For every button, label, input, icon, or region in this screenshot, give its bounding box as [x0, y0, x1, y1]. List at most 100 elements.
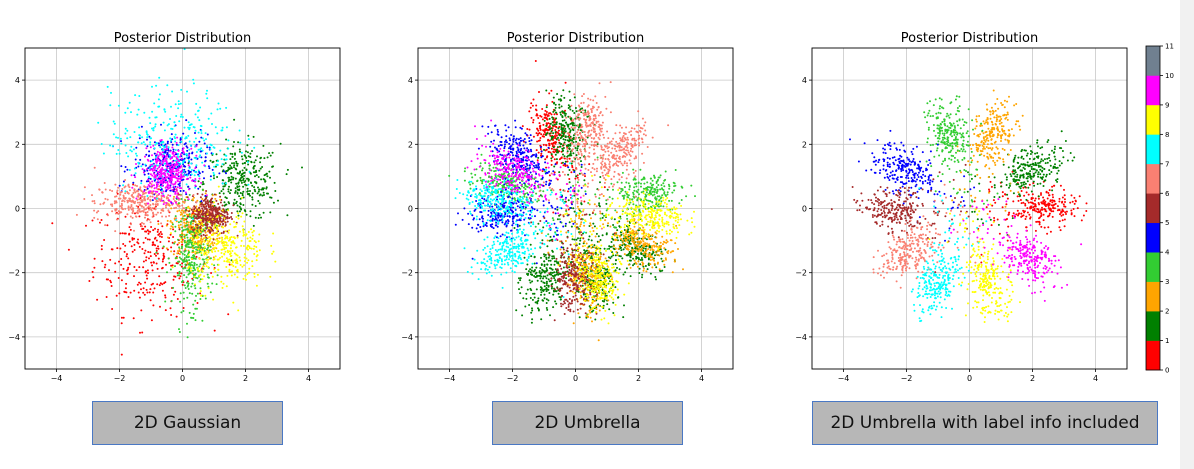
data-point	[202, 267, 205, 270]
data-point	[233, 273, 236, 276]
data-point	[154, 227, 156, 230]
data-point	[150, 226, 153, 228]
data-point	[592, 222, 595, 225]
data-point	[180, 157, 183, 160]
data-point	[549, 235, 552, 238]
data-point	[221, 129, 224, 132]
data-point	[179, 138, 182, 141]
data-point	[245, 278, 247, 281]
data-point	[131, 207, 134, 210]
data-point	[222, 219, 225, 222]
data-point	[227, 180, 230, 183]
data-point	[194, 221, 197, 223]
data-point	[167, 209, 170, 212]
data-point	[553, 260, 556, 263]
data-point	[152, 229, 155, 232]
data-point	[166, 236, 169, 239]
data-point	[178, 331, 181, 333]
data-point	[214, 165, 217, 168]
data-point	[136, 185, 138, 187]
data-point	[647, 258, 650, 261]
data-point	[651, 245, 654, 247]
data-point	[191, 246, 194, 249]
data-point	[196, 116, 199, 119]
data-point	[155, 239, 158, 242]
data-point	[226, 217, 229, 220]
data-point	[174, 103, 177, 106]
data-point	[245, 247, 248, 250]
data-point	[154, 208, 157, 211]
data-point	[138, 204, 141, 206]
data-point	[175, 256, 178, 259]
data-point	[578, 217, 580, 220]
data-point	[124, 244, 127, 247]
data-point	[142, 141, 145, 144]
data-point	[246, 177, 248, 180]
data-point	[176, 192, 179, 195]
data-point	[141, 136, 144, 139]
data-point	[96, 218, 99, 221]
data-point	[178, 256, 181, 259]
data-point	[622, 273, 625, 276]
data-point	[164, 204, 167, 207]
data-point	[230, 241, 233, 243]
data-point	[118, 260, 120, 263]
data-point	[566, 150, 569, 153]
data-point	[223, 185, 226, 188]
data-point	[200, 181, 203, 184]
data-point	[189, 223, 192, 225]
data-point	[238, 230, 241, 233]
data-point	[133, 131, 136, 133]
data-point	[523, 256, 526, 259]
data-point	[197, 246, 199, 249]
data-point	[641, 238, 644, 241]
data-point	[186, 322, 188, 325]
data-point	[201, 228, 203, 231]
data-point	[588, 163, 591, 166]
data-point	[147, 176, 150, 179]
data-point	[178, 209, 181, 212]
data-point	[138, 210, 141, 213]
data-point	[571, 139, 574, 142]
data-point	[157, 245, 159, 248]
data-point	[186, 242, 189, 245]
data-point	[591, 226, 594, 229]
data-point	[236, 186, 239, 189]
data-point	[220, 236, 223, 239]
data-point	[152, 144, 155, 147]
data-point	[150, 261, 153, 264]
data-point	[189, 230, 192, 233]
data-point	[530, 321, 533, 324]
data-point	[230, 181, 233, 184]
data-point	[124, 127, 127, 130]
data-point	[179, 234, 182, 236]
data-point	[171, 202, 174, 205]
data-point	[194, 132, 196, 134]
data-point	[152, 158, 155, 161]
data-point	[125, 152, 128, 154]
data-point	[192, 219, 195, 222]
data-point	[126, 190, 129, 193]
data-point	[149, 169, 151, 172]
data-point	[233, 198, 236, 201]
data-point	[179, 102, 182, 105]
data-point	[208, 206, 210, 209]
data-point	[213, 177, 215, 180]
data-point	[114, 208, 117, 211]
data-point	[644, 265, 647, 267]
data-point	[635, 237, 638, 240]
data-point	[632, 230, 635, 233]
data-point	[580, 166, 583, 168]
data-point	[191, 264, 194, 267]
data-point	[143, 252, 146, 255]
data-point	[210, 112, 213, 115]
data-point	[547, 278, 550, 281]
data-point	[120, 353, 123, 356]
data-point	[188, 251, 191, 254]
data-point	[104, 224, 107, 227]
data-point	[91, 219, 94, 222]
data-point	[144, 216, 146, 219]
data-point	[231, 218, 233, 220]
data-point	[251, 150, 253, 152]
data-point	[563, 251, 565, 254]
